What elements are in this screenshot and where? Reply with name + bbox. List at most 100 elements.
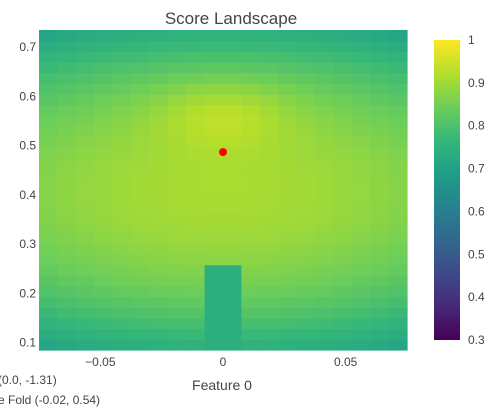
heatmap-cell [297,222,316,233]
heatmap-cell [39,265,58,276]
heatmap-cell [168,297,187,308]
heatmap-cell [333,190,352,201]
data-point[interactable] [219,148,227,156]
heatmap-cell [297,286,316,297]
heatmap-cell [333,30,352,41]
heatmap-cell [205,297,224,308]
heatmap-cell [149,169,168,180]
heatmap-cell [260,62,279,73]
heatmap-cell [149,307,168,318]
heatmap-cell [223,105,242,116]
heatmap-cell [186,275,205,286]
heatmap-cell [389,190,408,201]
heatmap-cell [131,275,150,286]
heatmap-cell [149,329,168,340]
heatmap-cell [131,339,150,350]
colorbar-tick-label: 0.6 [468,204,485,218]
heatmap-cell [333,329,352,340]
heatmap-cell [186,179,205,190]
heatmap-cell [131,190,150,201]
heatmap-cell [333,41,352,52]
heatmap-cell [39,179,58,190]
heatmap-cell [389,73,408,84]
heatmap-cell [113,222,132,233]
heatmap-cell [168,307,187,318]
heatmap-cell [186,30,205,41]
x-tick-label: 0 [220,355,227,369]
heatmap-cell [370,211,389,222]
heatmap-cell [370,51,389,62]
heatmap-cell [370,233,389,244]
heatmap-cell [260,158,279,169]
heatmap-cell [389,51,408,62]
heatmap-cell [94,307,113,318]
heatmap-cell [76,254,95,265]
heatmap-cell [131,62,150,73]
heatmap-cell [205,51,224,62]
heatmap-cell [76,147,95,158]
heatmap-cell [113,137,132,148]
heatmap-cell [241,179,260,190]
heatmap-cell [352,62,371,73]
heatmap-cell [168,201,187,212]
heatmap-cell [205,243,224,254]
legend-entry: e Fold (-0.02, 0.54) [0,393,100,407]
heatmap-cell [241,339,260,350]
heatmap-cell [76,41,95,52]
heatmap-cell [149,73,168,84]
heatmap-cell [352,169,371,180]
heatmap-cell [57,265,76,276]
heatmap-cell [315,211,334,222]
heatmap-cell [333,254,352,265]
heatmap-cell [186,233,205,244]
heatmap-cell [76,190,95,201]
heatmap-cell [76,126,95,137]
colorbar-ticks: 0.30.40.50.60.70.80.91 [468,33,485,347]
heatmap-cell [241,254,260,265]
heatmap-cell [94,83,113,94]
heatmap-cell [186,62,205,73]
heatmap-cell [333,105,352,116]
heatmap-cell [76,339,95,350]
heatmap-cell [76,275,95,286]
heatmap-cell [168,83,187,94]
heatmap-cell [352,211,371,222]
heatmap-cell [113,147,132,158]
heatmap-cell [168,329,187,340]
heatmap-cell [389,105,408,116]
heatmap-cell [241,211,260,222]
heatmap-cell [168,286,187,297]
heatmap-cell [389,297,408,308]
heatmap-cell [39,275,58,286]
heatmap-cell [315,307,334,318]
heatmap-cell [260,222,279,233]
heatmap-cell [389,307,408,318]
heatmap-cell [223,73,242,84]
heatmap-cell [278,137,297,148]
heatmap-cell [352,222,371,233]
heatmap-cell [57,158,76,169]
heatmap-cell [223,201,242,212]
heatmap-cell [278,51,297,62]
heatmap-cell [76,297,95,308]
heatmap-cell [57,83,76,94]
heatmap-cell [223,179,242,190]
heatmap-cell [57,126,76,137]
heatmap-cell [297,318,316,329]
heatmap-cell [315,126,334,137]
heatmap-cell [113,51,132,62]
heatmap-cell [76,265,95,276]
heatmap-cell [131,286,150,297]
heatmap-cell [168,211,187,222]
heatmap-cell [76,222,95,233]
heatmap-cell [315,51,334,62]
heatmap-cell [389,275,408,286]
heatmap-cell [297,275,316,286]
heatmap-cell [94,158,113,169]
heatmap-cell [315,318,334,329]
heatmap-cell [370,275,389,286]
heatmap-cell [57,105,76,116]
heatmap-cell [370,94,389,105]
heatmap-cell [315,115,334,126]
heatmap-cell [278,254,297,265]
